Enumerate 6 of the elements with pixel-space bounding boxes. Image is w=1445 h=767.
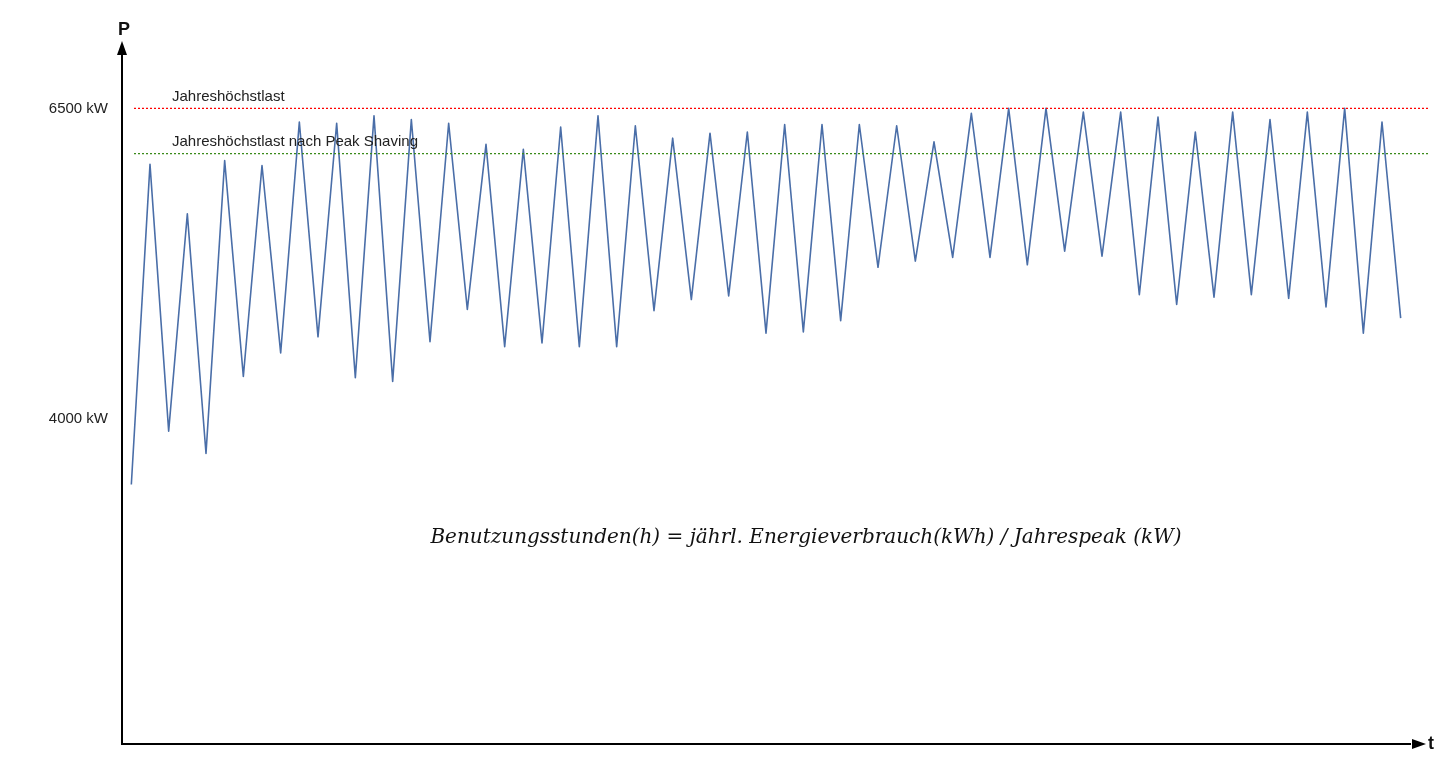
ref-line-label: Jahreshöchstlast [172, 87, 286, 105]
x-axis-title: t [1428, 732, 1434, 753]
y-axis-title: P [117, 18, 131, 39]
annotation: Benutzungsstunden(h) = jährl. Energieverbrauch(kWh) / Jahrespeak (kW) [429, 523, 1182, 548]
y-tick-label: 6500 kW [48, 98, 109, 116]
y-tick-label: 4000 kW [48, 408, 109, 426]
